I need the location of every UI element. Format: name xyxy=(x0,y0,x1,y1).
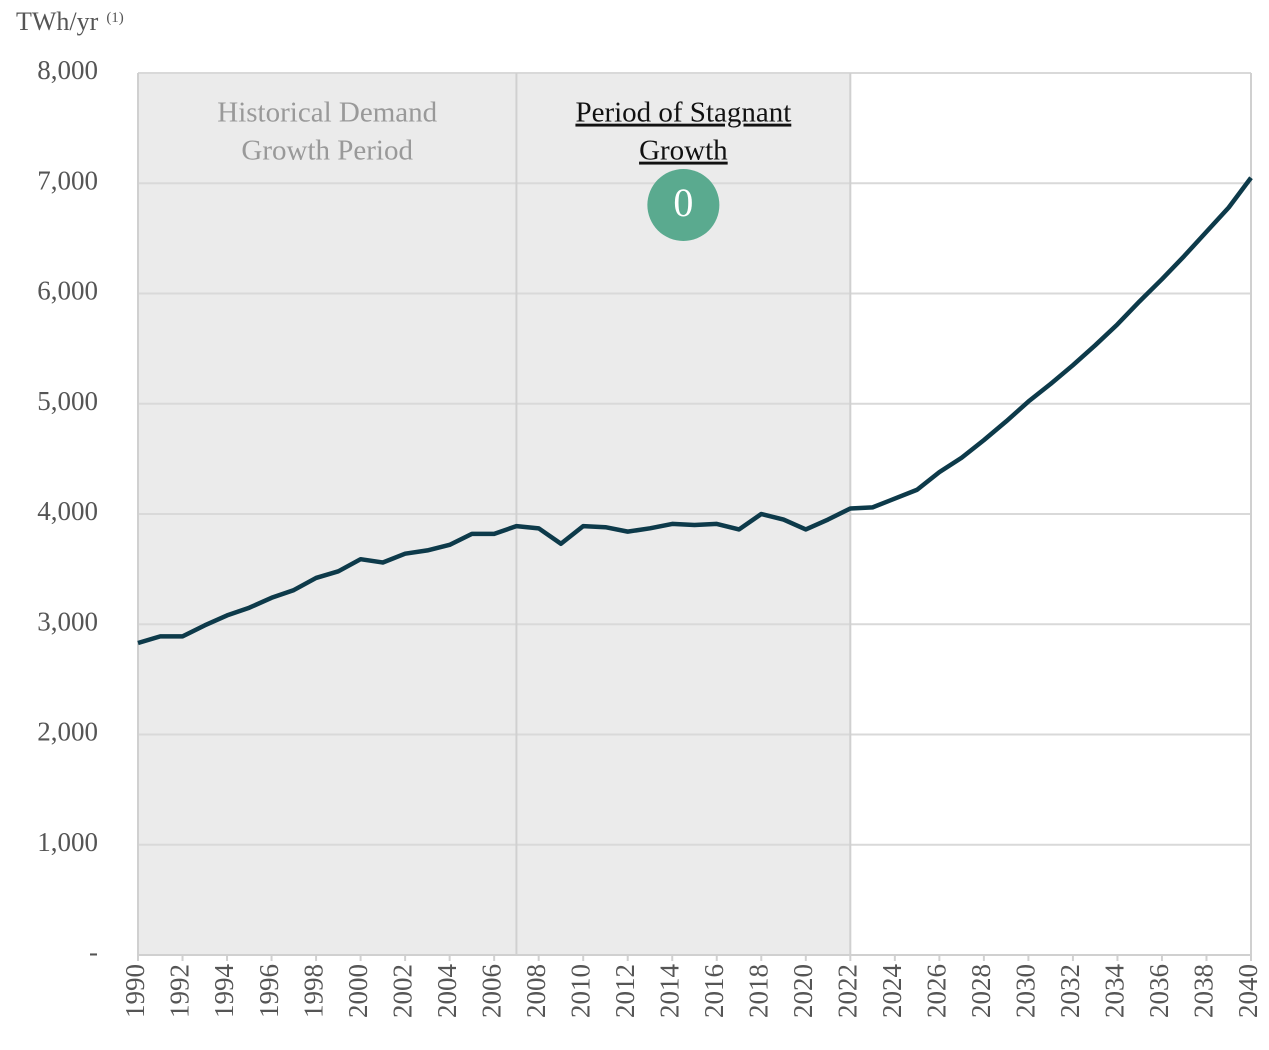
x-tick-label: 2018 xyxy=(743,964,773,1018)
x-tick-label: 2014 xyxy=(654,964,684,1019)
region-label: Growth xyxy=(639,135,728,167)
x-tick-label: 2028 xyxy=(966,964,996,1018)
y-tick-label: - xyxy=(89,937,98,967)
x-tick-label: 1998 xyxy=(298,964,328,1018)
y-tick-label: 2,000 xyxy=(37,717,98,747)
y-tick-label: 4,000 xyxy=(37,496,98,526)
y-axis-label: TWh/yr (1) xyxy=(16,7,124,36)
x-tick-label: 2004 xyxy=(432,964,462,1019)
x-tick-label: 2016 xyxy=(699,964,729,1018)
y-tick-label: 3,000 xyxy=(37,606,98,636)
x-tick-label: 2030 xyxy=(1011,964,1041,1018)
y-tick-label: 8,000 xyxy=(37,55,98,85)
x-tick-label: 2020 xyxy=(788,964,818,1018)
x-tick-label: 1992 xyxy=(165,964,195,1018)
y-axis-unit: TWh/yr xyxy=(16,7,99,36)
region-label: Growth Period xyxy=(241,135,413,167)
y-tick-label: 5,000 xyxy=(37,386,98,416)
x-tick-label: 1994 xyxy=(209,964,239,1019)
x-tick-label: 2012 xyxy=(610,964,640,1018)
x-tick-label: 2000 xyxy=(343,964,373,1018)
region-label: Historical Demand xyxy=(217,97,437,129)
x-tick-label: 2010 xyxy=(565,964,595,1018)
x-tick-label: 2024 xyxy=(877,964,907,1019)
x-tick-label: 2032 xyxy=(1055,964,1085,1018)
x-tick-label: 1996 xyxy=(254,964,284,1018)
data-line xyxy=(137,176,1253,646)
y-tick-label: 6,000 xyxy=(37,276,98,306)
x-tick-label: 2036 xyxy=(1144,964,1174,1018)
x-tick-label: 2002 xyxy=(387,964,417,1018)
y-tick-label: 1,000 xyxy=(37,827,98,857)
x-tick-label: 1990 xyxy=(120,964,150,1018)
x-tick-label: 2006 xyxy=(476,964,506,1018)
badge-label: 0 xyxy=(673,180,693,225)
y-axis-note: (1) xyxy=(106,10,124,26)
x-tick-label: 2034 xyxy=(1100,964,1130,1019)
region-label: Period of Stagnant xyxy=(575,97,791,129)
y-tick-label: 7,000 xyxy=(37,165,98,195)
badge xyxy=(647,169,720,241)
x-tick-label: 2038 xyxy=(1189,964,1219,1018)
x-tick-label: 2008 xyxy=(521,964,551,1018)
x-tick-label: 2022 xyxy=(833,964,863,1018)
x-tick-label: 2040 xyxy=(1233,964,1263,1018)
x-tick-label: 2026 xyxy=(922,964,952,1018)
